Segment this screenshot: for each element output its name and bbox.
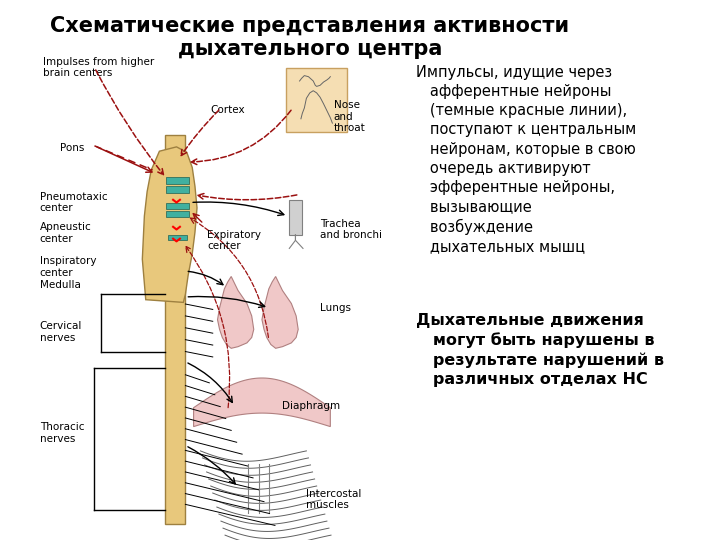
Text: Expiratory
center: Expiratory center (207, 230, 261, 251)
Polygon shape (194, 378, 330, 427)
Text: Дыхательные движения
   могут быть нарушены в
   результате нарушений в
   разли: Дыхательные движения могут быть нарушены… (415, 313, 664, 388)
Text: Intercostal
muscles: Intercostal muscles (307, 489, 361, 510)
Text: Pneumotaxic
center: Pneumotaxic center (40, 192, 107, 213)
Polygon shape (217, 276, 253, 348)
Text: Thoracic
nerves: Thoracic nerves (40, 422, 84, 444)
Text: Nose
and
throat: Nose and throat (334, 100, 366, 133)
Text: Схематические представления активности
дыхательного центра: Схематические представления активности д… (50, 16, 570, 59)
Text: Inspiratory
center
Medulla: Inspiratory center Medulla (40, 256, 96, 289)
Text: Apneustic
center: Apneustic center (40, 222, 91, 244)
Bar (166, 211, 189, 217)
FancyBboxPatch shape (286, 68, 348, 132)
Polygon shape (262, 276, 298, 348)
Bar (165, 135, 185, 524)
Bar (168, 235, 186, 240)
Text: Trachea
and bronchi: Trachea and bronchi (320, 219, 382, 240)
Bar (289, 200, 302, 235)
Text: Lungs: Lungs (320, 303, 351, 314)
Text: Impulses from higher
brain centers: Impulses from higher brain centers (43, 57, 155, 78)
Polygon shape (143, 147, 197, 302)
Bar (166, 186, 189, 193)
Text: Pons: Pons (60, 143, 85, 153)
Text: Cervical
nerves: Cervical nerves (40, 321, 82, 343)
Text: Cortex: Cortex (211, 105, 246, 116)
Text: Импульсы, идущие через
   афферентные нейроны
   (темные красные линии),
   пост: Импульсы, идущие через афферентные нейро… (415, 65, 636, 254)
Bar (166, 203, 189, 209)
Text: Diaphragm: Diaphragm (282, 401, 341, 411)
Bar (166, 177, 189, 184)
